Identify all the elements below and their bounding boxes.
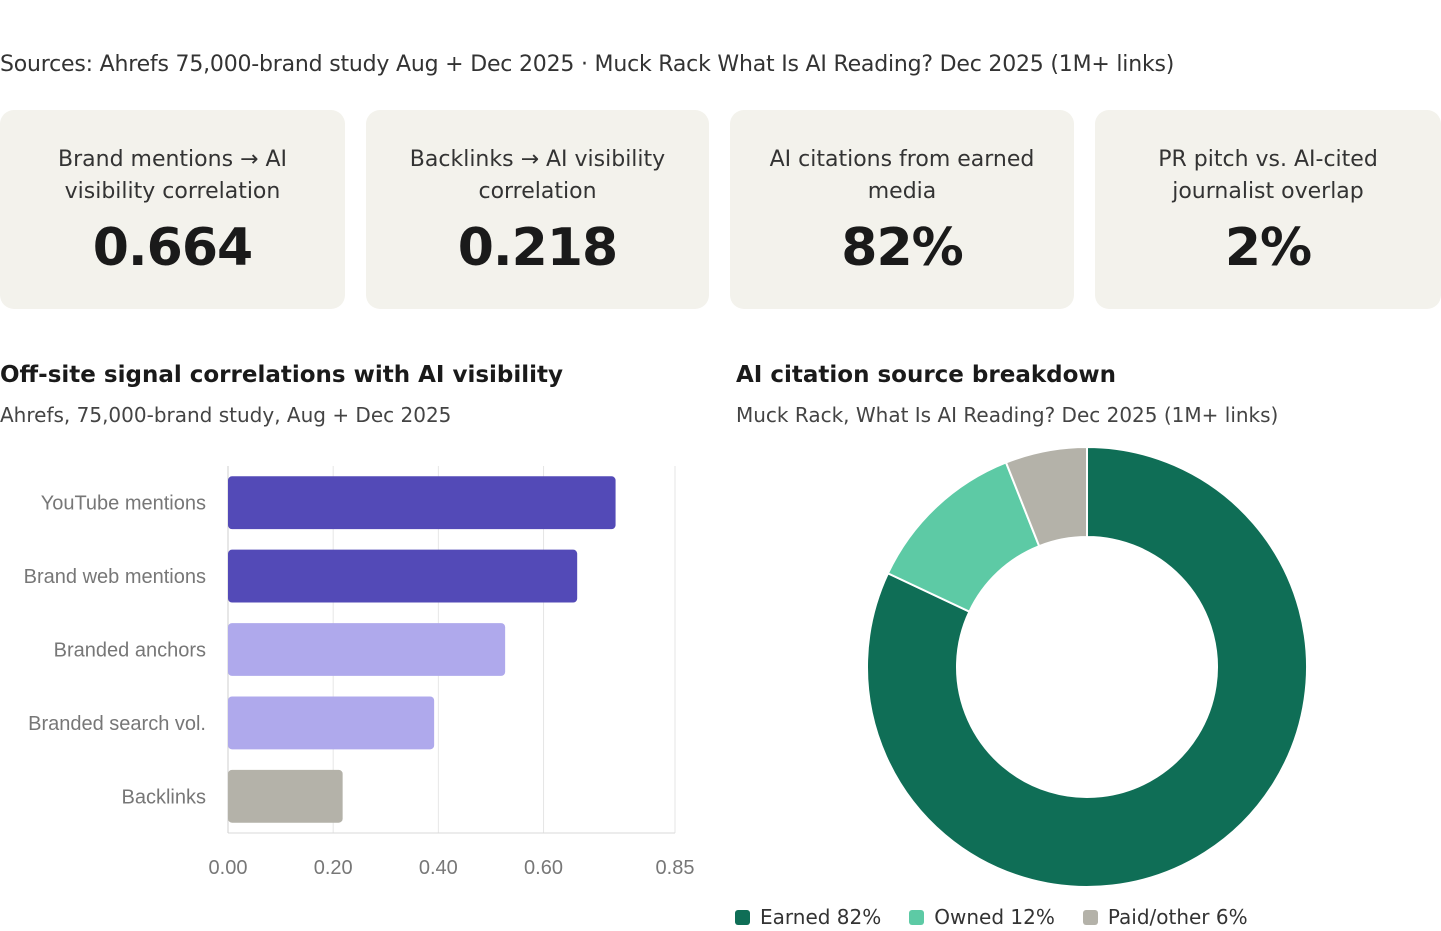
bar-chart-subtitle: Ahrefs, 75,000-brand study, Aug + Dec 20… — [0, 403, 452, 427]
bar-branded-search-vol — [228, 696, 435, 750]
x-tick-label: 0.00 — [209, 857, 248, 879]
x-tick-label: 0.40 — [419, 857, 458, 879]
legend-item-paid-other: Paid/other 6% — [1082, 905, 1248, 929]
legend-swatch-paid-other — [1082, 909, 1098, 925]
legend-label-paid-other: Paid/other 6% — [1107, 905, 1248, 929]
y-tick-label: Branded search vol. — [28, 713, 206, 735]
kpi-label: AI citations from earned media — [769, 147, 1035, 204]
kpi-card-brand-mentions: Brand mentions → AI visibility correlati… — [0, 110, 345, 309]
legend-item-earned: Earned 82% — [735, 905, 881, 929]
donut-legend: Earned 82% Owned 12% Paid/other 6% — [735, 904, 1276, 930]
kpi-value: 0.664 — [92, 218, 253, 278]
y-tick-label: Brand web mentions — [24, 566, 206, 588]
kpi-label: Brand mentions → AI visibility correlati… — [58, 147, 287, 204]
legend-swatch-earned — [735, 909, 750, 925]
kpi-card-backlinks: Backlinks → AI visibility correlation 0.… — [366, 110, 709, 309]
donut-chart-subtitle: Muck Rack, What Is AI Reading? Dec 2025 … — [736, 403, 1279, 427]
x-tick-label: 0.85 — [656, 857, 695, 879]
y-tick-label: Branded anchors — [54, 640, 206, 662]
kpi-value: 0.218 — [457, 218, 618, 278]
y-tick-label: YouTube mentions — [41, 493, 206, 515]
legend-item-owned: Owned 12% — [909, 905, 1055, 929]
kpi-card-journalist-overlap: PR pitch vs. AI-cited journalist overlap… — [1095, 110, 1441, 309]
donut-chart-title: AI citation source breakdown — [736, 362, 1117, 388]
kpi-value: 82% — [841, 218, 963, 278]
legend-label-earned: Earned 82% — [760, 905, 882, 929]
x-tick-label: 0.60 — [524, 857, 563, 879]
kpi-card-earned-media: AI citations from earned media 82% — [730, 110, 1074, 309]
bar-youtube-mentions — [228, 476, 616, 530]
kpi-label: PR pitch vs. AI-cited journalist overlap — [1158, 147, 1378, 204]
kpi-label: Backlinks → AI visibility correlation — [409, 147, 666, 204]
legend-swatch-owned — [909, 909, 925, 925]
donut-chart — [866, 445, 1308, 888]
kpi-cards: Brand mentions → AI visibility correlati… — [0, 110, 1441, 309]
y-tick-label: Backlinks — [122, 786, 206, 808]
x-tick-label: 0.20 — [314, 857, 353, 879]
slice-earned — [866, 445, 1308, 888]
bar-brand-web-mentions — [228, 549, 578, 603]
bar-chart: 0.00 0.20 0.40 0.60 0.85 YouTube mentions Bran… — [24, 466, 695, 879]
legend-label-owned: Owned 12% — [934, 905, 1055, 929]
bar-backlinks — [228, 769, 343, 823]
sources-note: Sources: Ahrefs 75,000-brand study Aug +… — [0, 52, 1175, 77]
slice-paid-other — [1004, 445, 1088, 548]
kpi-value: 2% — [1224, 218, 1312, 278]
bar-chart-title: Off-site signal correlations with AI vis… — [0, 362, 564, 388]
bar-branded-anchors — [228, 623, 506, 676]
